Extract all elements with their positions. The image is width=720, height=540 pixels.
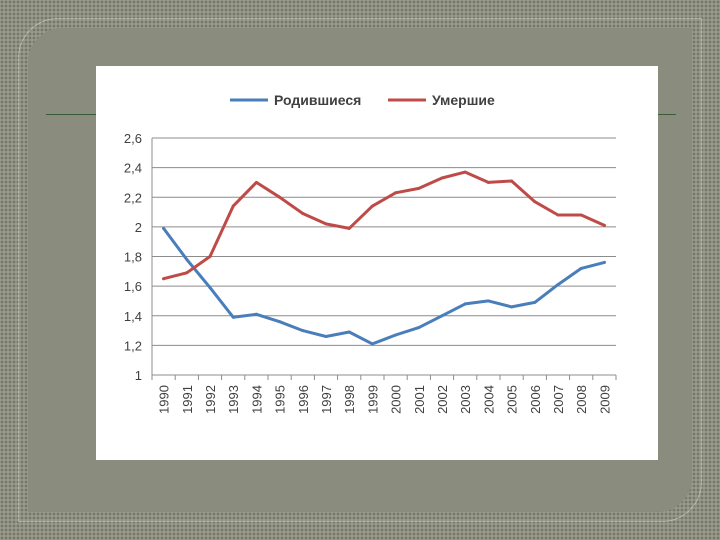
y-tick-label: 2,4 (124, 161, 142, 176)
x-tick-label: 1991 (180, 385, 195, 414)
data-point (486, 299, 490, 303)
x-tick-label: 1999 (365, 385, 380, 414)
data-point (440, 176, 444, 180)
data-point (417, 326, 421, 330)
series-lines (162, 170, 606, 346)
data-point (486, 180, 490, 184)
data-point (278, 320, 282, 324)
x-tick-label: 1998 (342, 385, 357, 414)
series-line (162, 170, 606, 281)
data-point (301, 329, 305, 333)
x-tick-label: 2008 (574, 385, 589, 414)
x-tick-label: 2003 (458, 385, 473, 414)
x-tick-label: 2007 (551, 385, 566, 414)
y-tick-label: 1 (135, 368, 142, 383)
x-tick-label: 2006 (528, 385, 543, 414)
data-point (208, 286, 212, 290)
x-tick-label: 1990 (157, 385, 172, 414)
data-point (278, 195, 282, 199)
x-tick-label: 1997 (319, 385, 334, 414)
slide-frame (18, 18, 702, 522)
data-point (417, 186, 421, 190)
data-point (185, 271, 189, 275)
x-tick-labels: 1990 1991 1992 1993 1994 1995 1996 1997 1998 1999… (157, 385, 613, 414)
data-point (463, 170, 467, 174)
data-point (440, 314, 444, 318)
data-point (510, 305, 514, 309)
x-tick-label: 2000 (389, 385, 404, 414)
y-tick-label: 1,8 (124, 250, 142, 265)
data-point (394, 191, 398, 195)
data-point (579, 213, 583, 217)
data-point (324, 334, 328, 338)
x-tick-label: 2001 (412, 385, 427, 414)
y-tick-label: 2 (135, 220, 142, 235)
data-point (347, 330, 351, 334)
chart-panel: 1 1,2 1,4 1,6 1,8 2 2,2 2,4 2,6 1990 1991 1992 1993… (96, 66, 658, 460)
y-tick-label: 1,4 (124, 309, 142, 324)
x-tick-label: 2004 (481, 385, 496, 414)
x-tick-label: 2002 (435, 385, 450, 414)
x-tick-label: 1996 (296, 385, 311, 414)
data-point (301, 212, 305, 216)
legend-label: Умершие (432, 92, 495, 108)
data-point (185, 257, 189, 261)
data-point (324, 222, 328, 226)
data-point (556, 213, 560, 217)
legend-label: Родившиеся (274, 92, 361, 108)
data-point (208, 255, 212, 258)
data-point (463, 302, 467, 306)
x-tick-label: 1993 (226, 385, 241, 414)
data-point (556, 283, 560, 287)
x-tick-label: 1992 (203, 385, 218, 414)
x-tick-label: 1994 (249, 385, 264, 414)
data-point (162, 226, 166, 230)
x-tick-label: 2009 (597, 385, 612, 414)
y-tick-label: 2,6 (124, 131, 142, 146)
series-line (162, 226, 606, 346)
legend: Родившиеся Умершие (230, 92, 495, 108)
data-point (602, 223, 606, 227)
data-point (370, 204, 374, 208)
data-point (579, 266, 583, 270)
axes (151, 138, 617, 380)
data-point (254, 312, 258, 316)
data-point (231, 204, 235, 208)
line-chart: 1 1,2 1,4 1,6 1,8 2 2,2 2,4 2,6 1990 1991 1992 1993… (124, 92, 617, 414)
x-tick-label: 1995 (273, 385, 288, 414)
data-point (533, 200, 537, 204)
data-point (231, 315, 235, 319)
data-point (533, 300, 537, 304)
data-point (162, 277, 166, 281)
data-point (602, 260, 606, 264)
y-tick-label: 1,6 (124, 279, 142, 294)
data-point (370, 342, 374, 346)
y-tick-label: 2,2 (124, 190, 142, 205)
data-point (347, 226, 351, 230)
y-tick-labels: 1 1,2 1,4 1,6 1,8 2 2,2 2,4 2,6 (124, 131, 142, 383)
x-tick-label: 2005 (505, 385, 520, 414)
data-point (394, 333, 398, 337)
data-point (510, 179, 514, 183)
y-tick-label: 1,2 (124, 338, 142, 353)
data-point (254, 180, 258, 184)
